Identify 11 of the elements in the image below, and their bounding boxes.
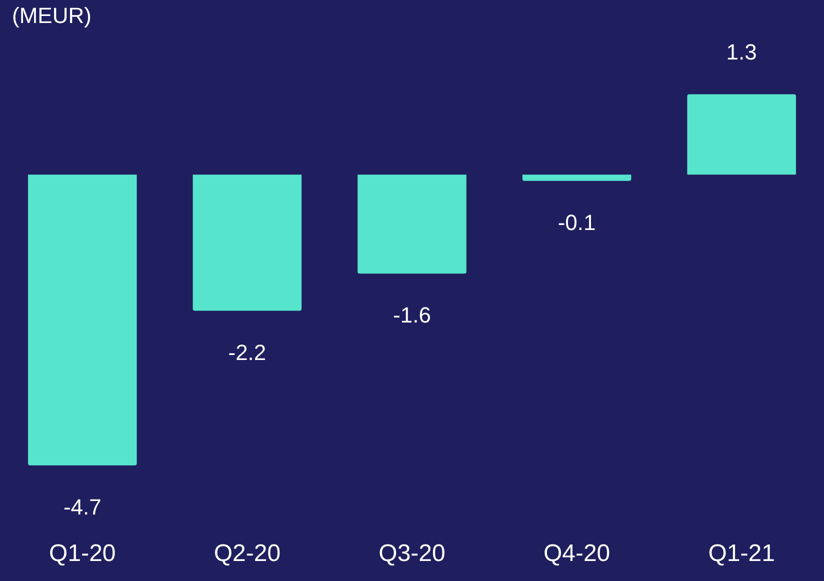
x-tick-label: Q1-21 xyxy=(708,540,775,568)
data-label: -1.6 xyxy=(393,302,431,328)
data-label: -4.7 xyxy=(63,494,102,520)
data-label: 1.3 xyxy=(726,39,757,64)
data-label: -2.2 xyxy=(228,340,266,365)
x-tick-label: Q4-20 xyxy=(543,540,610,568)
x-tick-label: Q1-20 xyxy=(49,540,116,568)
data-label: -0.1 xyxy=(558,210,596,235)
x-tick-label: Q3-20 xyxy=(378,540,446,568)
y-axis-title: (MEUR) xyxy=(12,3,92,28)
x-tick-label: Q2-20 xyxy=(214,540,281,568)
